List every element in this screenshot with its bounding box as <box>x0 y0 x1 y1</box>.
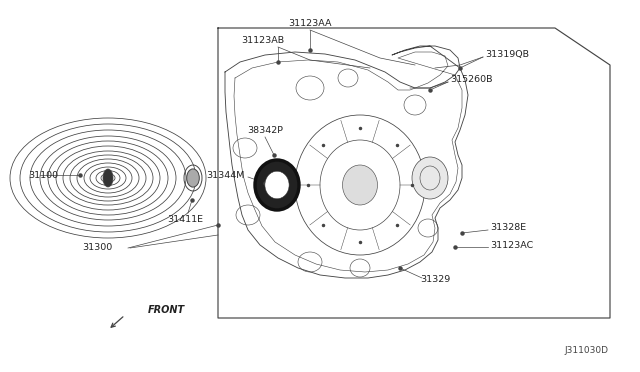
Text: 31344M: 31344M <box>207 170 245 180</box>
Text: 31411E: 31411E <box>167 215 203 224</box>
Ellipse shape <box>265 171 289 199</box>
Text: 38342P: 38342P <box>247 126 283 135</box>
Text: 31123AC: 31123AC <box>490 241 533 250</box>
Text: 315260B: 315260B <box>450 76 493 84</box>
Ellipse shape <box>187 169 199 187</box>
Text: 31300: 31300 <box>82 244 112 253</box>
Text: 31329: 31329 <box>420 276 451 285</box>
Text: 31328E: 31328E <box>490 224 526 232</box>
Text: 31319QB: 31319QB <box>485 51 529 60</box>
Text: J311030D: J311030D <box>564 346 608 355</box>
Ellipse shape <box>342 165 378 205</box>
Ellipse shape <box>103 169 113 187</box>
Ellipse shape <box>412 157 448 199</box>
Text: 31100: 31100 <box>28 170 58 180</box>
Ellipse shape <box>255 160 299 210</box>
Text: 31123AB: 31123AB <box>241 36 285 45</box>
Text: FRONT: FRONT <box>148 305 185 315</box>
Text: 31123AA: 31123AA <box>288 19 332 28</box>
